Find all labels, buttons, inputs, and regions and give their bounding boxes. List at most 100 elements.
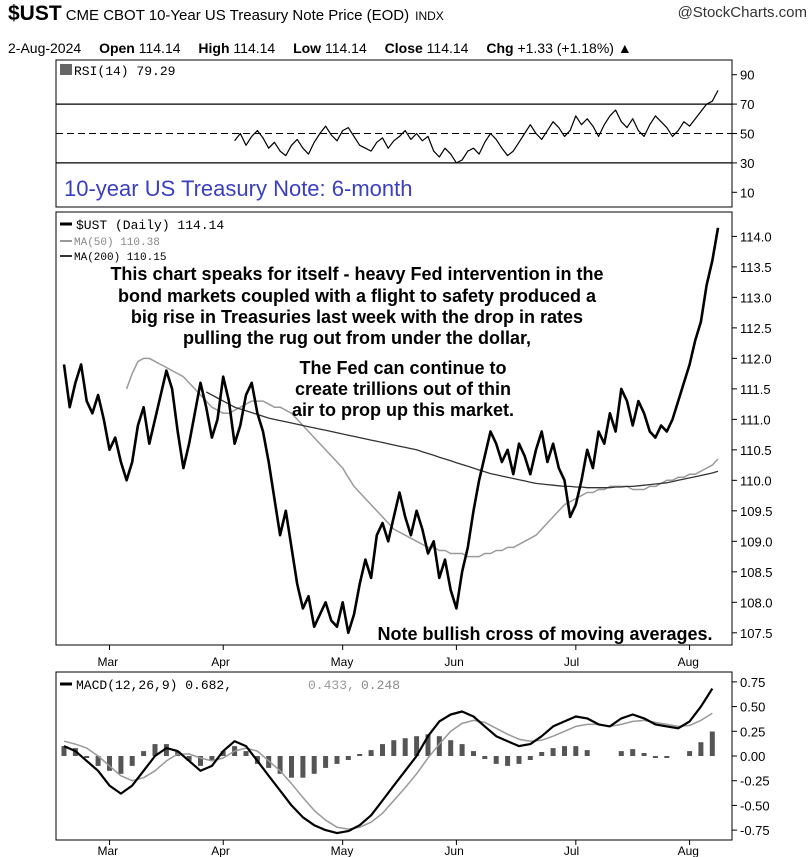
rsi-ytick-label: 90 bbox=[740, 68, 754, 83]
macd-histogram-bar bbox=[698, 742, 704, 756]
macd-signal-line bbox=[63, 712, 713, 830]
price-ytick-label: 113.0 bbox=[740, 290, 772, 305]
annotation-line-5: The Fed can continue to bbox=[299, 358, 506, 378]
macd-histogram-bar bbox=[482, 756, 488, 759]
annotation-line-8: Note bullish cross of moving averages. bbox=[377, 624, 712, 644]
macd-histogram-bar bbox=[345, 756, 351, 760]
macd-xtick-label: Jun bbox=[444, 844, 463, 857]
exchange-label: INDX bbox=[415, 9, 444, 23]
high-label: High bbox=[198, 40, 230, 56]
macd-histogram-bar bbox=[709, 731, 715, 756]
macd-xtick-label: May bbox=[331, 844, 354, 857]
price-ytick-label: 111.5 bbox=[740, 382, 771, 397]
macd-histogram-bar bbox=[380, 744, 385, 756]
macd-histogram-bar bbox=[141, 751, 147, 756]
macd-histogram-bar bbox=[414, 736, 420, 756]
macd-histogram-bar bbox=[368, 750, 374, 756]
price-xtick-label: Aug bbox=[678, 655, 699, 669]
macd-histogram-bar bbox=[527, 756, 533, 760]
high-value: 114.14 bbox=[233, 40, 276, 56]
macd-histogram-bar bbox=[425, 734, 431, 756]
macd-histogram-bar bbox=[152, 744, 158, 756]
quote-date: 2-Aug-2024 bbox=[8, 40, 82, 56]
price-ytick-label: 108.5 bbox=[740, 565, 773, 580]
macd-line bbox=[63, 688, 714, 835]
macd-ytick-label: 0.50 bbox=[740, 700, 765, 715]
macd-legend-main: MACD(12,26,9) 0.682, bbox=[76, 678, 232, 693]
macd-ytick-label: 0.75 bbox=[740, 675, 765, 690]
up-arrow-icon: ▲ bbox=[617, 40, 632, 56]
ma200-line bbox=[205, 391, 719, 489]
macd-legend-signal: 0.433, bbox=[308, 678, 355, 693]
macd-histogram-bar bbox=[436, 736, 442, 756]
macd-histogram-bar bbox=[220, 751, 226, 756]
instrument-title: CME CBOT 10-Year US Treasury Note Price … bbox=[65, 7, 410, 24]
rsi-legend-icon bbox=[60, 64, 72, 75]
macd-xtick-label: Apr bbox=[211, 844, 230, 857]
low-value: 114.14 bbox=[324, 40, 367, 56]
macd-histogram-bar bbox=[84, 756, 90, 758]
macd-histogram-bar bbox=[163, 744, 169, 756]
price-line bbox=[62, 227, 720, 635]
price-xtick-label: Jun bbox=[444, 655, 463, 669]
annotation-line-1: This chart speaks for itself - heavy Fed… bbox=[110, 264, 603, 284]
macd-histogram-bar bbox=[186, 756, 192, 761]
macd-histogram-bar bbox=[402, 738, 408, 756]
macd-histogram-bar bbox=[357, 754, 363, 756]
macd-histogram-bar bbox=[687, 751, 693, 756]
rsi-ytick-label: 30 bbox=[740, 156, 754, 171]
macd-histogram-bar bbox=[516, 756, 522, 764]
price-ytick-label: 108.0 bbox=[740, 595, 773, 610]
legend-ma50: MA(50) 110.38 bbox=[74, 237, 160, 249]
macd-histogram-bar bbox=[573, 746, 579, 756]
price-ytick-label: 109.0 bbox=[740, 534, 773, 549]
macd-histogram-bar bbox=[641, 753, 647, 756]
price-ytick-label: 112.0 bbox=[740, 351, 772, 366]
macd-histogram-bar bbox=[198, 756, 203, 766]
symbol: $UST bbox=[8, 2, 62, 25]
macd-histogram-bar bbox=[289, 756, 294, 778]
open-label: Open bbox=[99, 40, 135, 56]
macd-histogram-bar bbox=[61, 746, 67, 756]
macd-histogram-bar bbox=[334, 756, 340, 764]
macd-histogram-bar bbox=[266, 756, 272, 768]
macd-xtick-label: Aug bbox=[678, 844, 699, 857]
rsi-legend: RSI(14) 79.29 bbox=[74, 64, 175, 79]
price-ytick-label: 110.0 bbox=[740, 473, 772, 488]
macd-histogram-bar bbox=[277, 756, 283, 774]
macd-histogram-bar bbox=[493, 756, 499, 764]
brand-label: @StockCharts.com bbox=[677, 4, 807, 21]
macd-histogram-bar bbox=[311, 756, 317, 774]
macd-histogram-bar bbox=[300, 756, 306, 778]
macd-histogram-bar bbox=[652, 756, 658, 758]
macd-ytick-label: -0.50 bbox=[740, 798, 770, 813]
macd-legend-histogram: 0.248 bbox=[361, 678, 400, 693]
price-xtick-label: May bbox=[331, 655, 354, 669]
price-xtick-label: Jul bbox=[564, 655, 579, 669]
macd-histogram-bar bbox=[95, 756, 101, 766]
chart-title-row: $UST CME CBOT 10-Year US Treasury Note Pr… bbox=[8, 2, 803, 26]
macd-ytick-label: 0.00 bbox=[740, 749, 765, 764]
macd-ytick-label: -0.25 bbox=[740, 774, 770, 789]
price-panel bbox=[55, 211, 733, 646]
rsi-ytick-label: 50 bbox=[740, 127, 754, 142]
macd-xtick-label: Mar bbox=[97, 844, 118, 857]
annotation-line-7: air to prop up this market. bbox=[292, 400, 514, 420]
annotation-line-2: bond markets coupled with a flight to sa… bbox=[118, 286, 597, 306]
quote-row: 2-Aug-2024 Open 114.14 High 114.14 Low 1… bbox=[8, 40, 632, 56]
price-ytick-label: 114.0 bbox=[740, 229, 772, 244]
macd-histogram-bar bbox=[129, 756, 135, 766]
price-xtick-label: Mar bbox=[97, 655, 118, 669]
macd-histogram-bar bbox=[243, 751, 249, 756]
price-xtick-label: Apr bbox=[211, 655, 230, 669]
macd-histogram-bar bbox=[459, 744, 465, 756]
rsi-ytick-label: 70 bbox=[740, 97, 754, 112]
annotation-title: 10-year US Treasury Note: 6-month bbox=[64, 176, 412, 201]
annotation-line-6: create trillions out of thin bbox=[295, 379, 511, 399]
macd-histogram-bar bbox=[584, 750, 590, 756]
annotation-line-3: big rise in Treasuries last week with th… bbox=[131, 307, 583, 327]
macd-xtick-label: Jul bbox=[564, 844, 579, 857]
chg-label: Chg bbox=[486, 40, 514, 56]
macd-histogram-bar bbox=[562, 746, 567, 756]
macd-histogram-bar bbox=[550, 748, 556, 756]
